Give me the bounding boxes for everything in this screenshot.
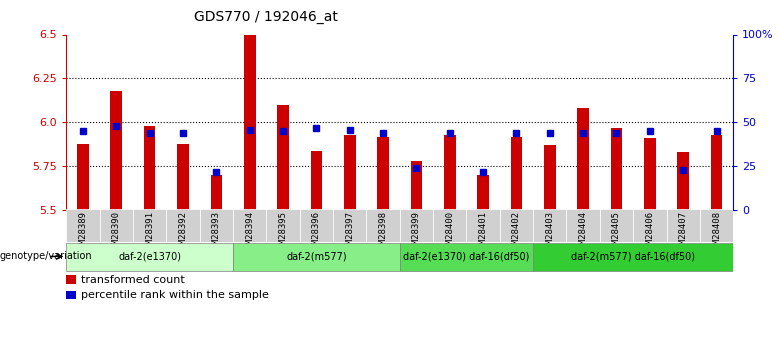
Bar	[544, 145, 555, 210]
Bar	[200, 209, 233, 242]
Text: GSM28403: GSM28403	[545, 210, 555, 254]
Bar	[511, 137, 523, 210]
Bar	[367, 209, 399, 242]
Bar	[133, 209, 166, 242]
Bar	[577, 108, 589, 210]
Text: percentile rank within the sample: percentile rank within the sample	[81, 290, 269, 300]
Bar	[677, 152, 689, 210]
Text: GDS770 / 192046_at: GDS770 / 192046_at	[194, 10, 339, 24]
Bar	[344, 135, 356, 210]
Bar	[700, 209, 733, 242]
Bar	[244, 34, 256, 210]
Bar	[399, 209, 433, 242]
Text: GSM28401: GSM28401	[479, 210, 488, 254]
Bar	[66, 209, 100, 242]
Text: GSM28390: GSM28390	[112, 210, 121, 254]
Text: GSM28405: GSM28405	[612, 210, 621, 254]
Bar	[66, 290, 76, 299]
Text: GSM28397: GSM28397	[346, 210, 354, 254]
Bar	[477, 175, 489, 210]
Bar	[66, 243, 233, 271]
Bar	[266, 209, 300, 242]
Bar	[611, 128, 622, 210]
Bar	[310, 151, 322, 210]
Bar	[533, 243, 733, 271]
Bar	[66, 275, 76, 284]
Text: GSM28407: GSM28407	[679, 210, 688, 254]
Text: GSM28392: GSM28392	[179, 210, 187, 254]
Text: GSM28393: GSM28393	[212, 210, 221, 254]
Bar	[144, 126, 155, 210]
Bar	[444, 135, 456, 210]
Text: GSM28396: GSM28396	[312, 210, 321, 254]
Text: GSM28399: GSM28399	[412, 210, 421, 254]
Text: GSM28402: GSM28402	[512, 210, 521, 254]
Bar	[378, 137, 389, 210]
Bar	[600, 209, 633, 242]
Bar	[466, 209, 500, 242]
Text: GSM28395: GSM28395	[278, 210, 288, 254]
Text: GSM28394: GSM28394	[245, 210, 254, 254]
Text: transformed count: transformed count	[81, 275, 185, 285]
Text: GSM28408: GSM28408	[712, 210, 721, 254]
Bar	[566, 209, 600, 242]
Bar	[100, 209, 133, 242]
Bar	[211, 175, 222, 210]
Text: genotype/variation: genotype/variation	[0, 252, 93, 262]
Bar	[633, 209, 666, 242]
Text: daf-2(m577) daf-16(df50): daf-2(m577) daf-16(df50)	[571, 252, 695, 262]
Bar	[177, 144, 189, 210]
Text: GSM28389: GSM28389	[79, 210, 87, 254]
Text: GSM28406: GSM28406	[645, 210, 654, 254]
Bar	[233, 243, 399, 271]
Text: daf-2(e1370) daf-16(df50): daf-2(e1370) daf-16(df50)	[403, 252, 530, 262]
Text: GSM28391: GSM28391	[145, 210, 154, 254]
Bar	[711, 135, 722, 210]
Text: GSM28398: GSM28398	[378, 210, 388, 254]
Bar	[300, 209, 333, 242]
Bar	[77, 144, 89, 210]
Bar	[277, 105, 289, 210]
Bar	[111, 91, 122, 210]
Bar	[399, 243, 533, 271]
Bar	[433, 209, 466, 242]
Bar	[533, 209, 566, 242]
Bar	[644, 138, 656, 210]
Text: GSM28404: GSM28404	[579, 210, 587, 254]
Bar	[166, 209, 200, 242]
Bar	[666, 209, 700, 242]
Text: GSM28400: GSM28400	[445, 210, 454, 254]
Bar	[233, 209, 266, 242]
Bar	[410, 161, 422, 210]
Bar	[500, 209, 533, 242]
Text: daf-2(e1370): daf-2(e1370)	[118, 252, 181, 262]
Text: daf-2(m577): daf-2(m577)	[286, 252, 346, 262]
Bar	[333, 209, 367, 242]
